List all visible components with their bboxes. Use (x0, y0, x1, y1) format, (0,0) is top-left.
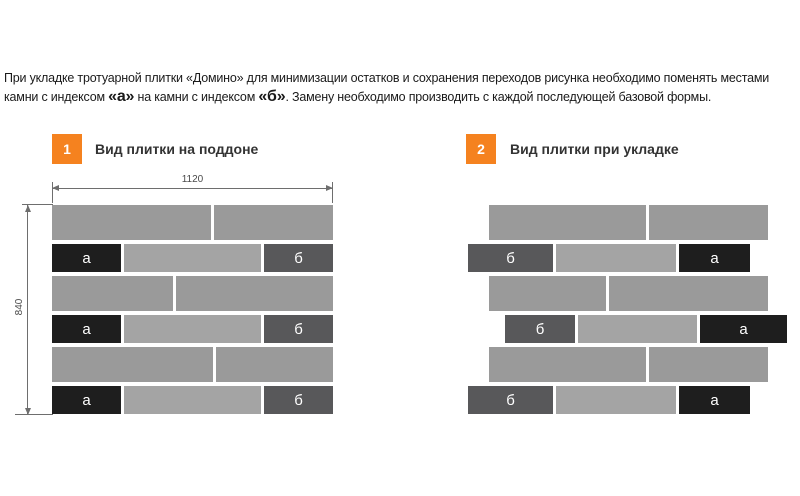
tile-gray (52, 347, 213, 382)
width-dimension-label: 1120 (181, 174, 204, 185)
tile-a: а (679, 244, 750, 272)
tile-gray (216, 347, 333, 382)
index-b-label: «б» (258, 87, 286, 105)
tile-gray (489, 276, 606, 311)
height-dim-arrow-bottom (25, 408, 31, 415)
height-dimension-line (27, 205, 28, 415)
tile-b: б (264, 244, 333, 272)
tile-gray (489, 205, 646, 240)
height-dim-extension-bottom (15, 414, 53, 415)
tile-row (52, 276, 333, 311)
tile-label: а (82, 391, 91, 409)
tile-gray (124, 386, 261, 414)
tile-row (489, 347, 787, 382)
intro-text: При укладке тротуарной плитки «Домино» д… (4, 69, 798, 107)
height-dim-extension-top (22, 204, 53, 205)
tile-b: б (468, 386, 553, 414)
width-dim-extension-left (52, 182, 53, 203)
tile-row (52, 205, 333, 240)
tile-label: б (294, 391, 303, 409)
tile-label: а (82, 249, 91, 267)
tile-label: а (739, 320, 748, 338)
tile-gray (609, 276, 768, 311)
tile-row (52, 347, 333, 382)
tile-row (489, 276, 787, 311)
tile-label: б (506, 391, 515, 409)
step-1-badge: 1 (52, 134, 82, 164)
tile-gray (124, 244, 261, 272)
width-dim-arrow-right (326, 185, 333, 191)
tile-gray (124, 315, 261, 343)
tile-gray (578, 315, 697, 343)
index-a-label: «а» (108, 87, 135, 105)
tile-gray (649, 347, 768, 382)
tile-a: а (52, 386, 121, 414)
tile-a: а (700, 315, 787, 343)
tile-gray (649, 205, 768, 240)
tile-a: а (52, 244, 121, 272)
intro-line1: При укладке тротуарной плитки «Домино» д… (4, 70, 770, 85)
tile-gray (556, 244, 676, 272)
width-dim-arrow-left (52, 185, 59, 191)
height-dim-arrow-top (25, 205, 31, 212)
tile-b: б (505, 315, 575, 343)
tile-gray (52, 205, 211, 240)
diagram-1-title: Вид плитки на поддоне (95, 141, 259, 157)
tile-a: а (679, 386, 750, 414)
intro-line2-part1: камни с индексом (4, 89, 109, 104)
tile-label: б (294, 320, 303, 338)
tile-label: б (294, 249, 303, 267)
tile-gray (214, 205, 333, 240)
tile-gray (176, 276, 333, 311)
tile-row (489, 205, 787, 240)
tile-gray (489, 347, 646, 382)
step-2-badge: 2 (466, 134, 496, 164)
tile-label: б (535, 320, 545, 338)
tile-label: а (710, 391, 719, 409)
intro-line2-part2: на камни с индексом (134, 89, 259, 104)
tile-gray (556, 386, 676, 414)
height-dimension-label: 840 (14, 298, 25, 316)
tile-label: а (82, 320, 91, 338)
width-dimension-line (52, 188, 333, 189)
intro-line2-part3: . Замену необходимо производить с каждой… (285, 89, 712, 104)
tile-gray (52, 276, 173, 311)
tile-label: а (710, 249, 719, 267)
tile-b: б (468, 244, 553, 272)
diagram-2-title: Вид плитки при укладке (510, 141, 679, 157)
tile-label: б (506, 249, 515, 267)
tile-a: а (52, 315, 121, 343)
tile-b: б (264, 315, 333, 343)
width-dim-extension-right (332, 182, 333, 203)
tile-b: б (264, 386, 333, 414)
